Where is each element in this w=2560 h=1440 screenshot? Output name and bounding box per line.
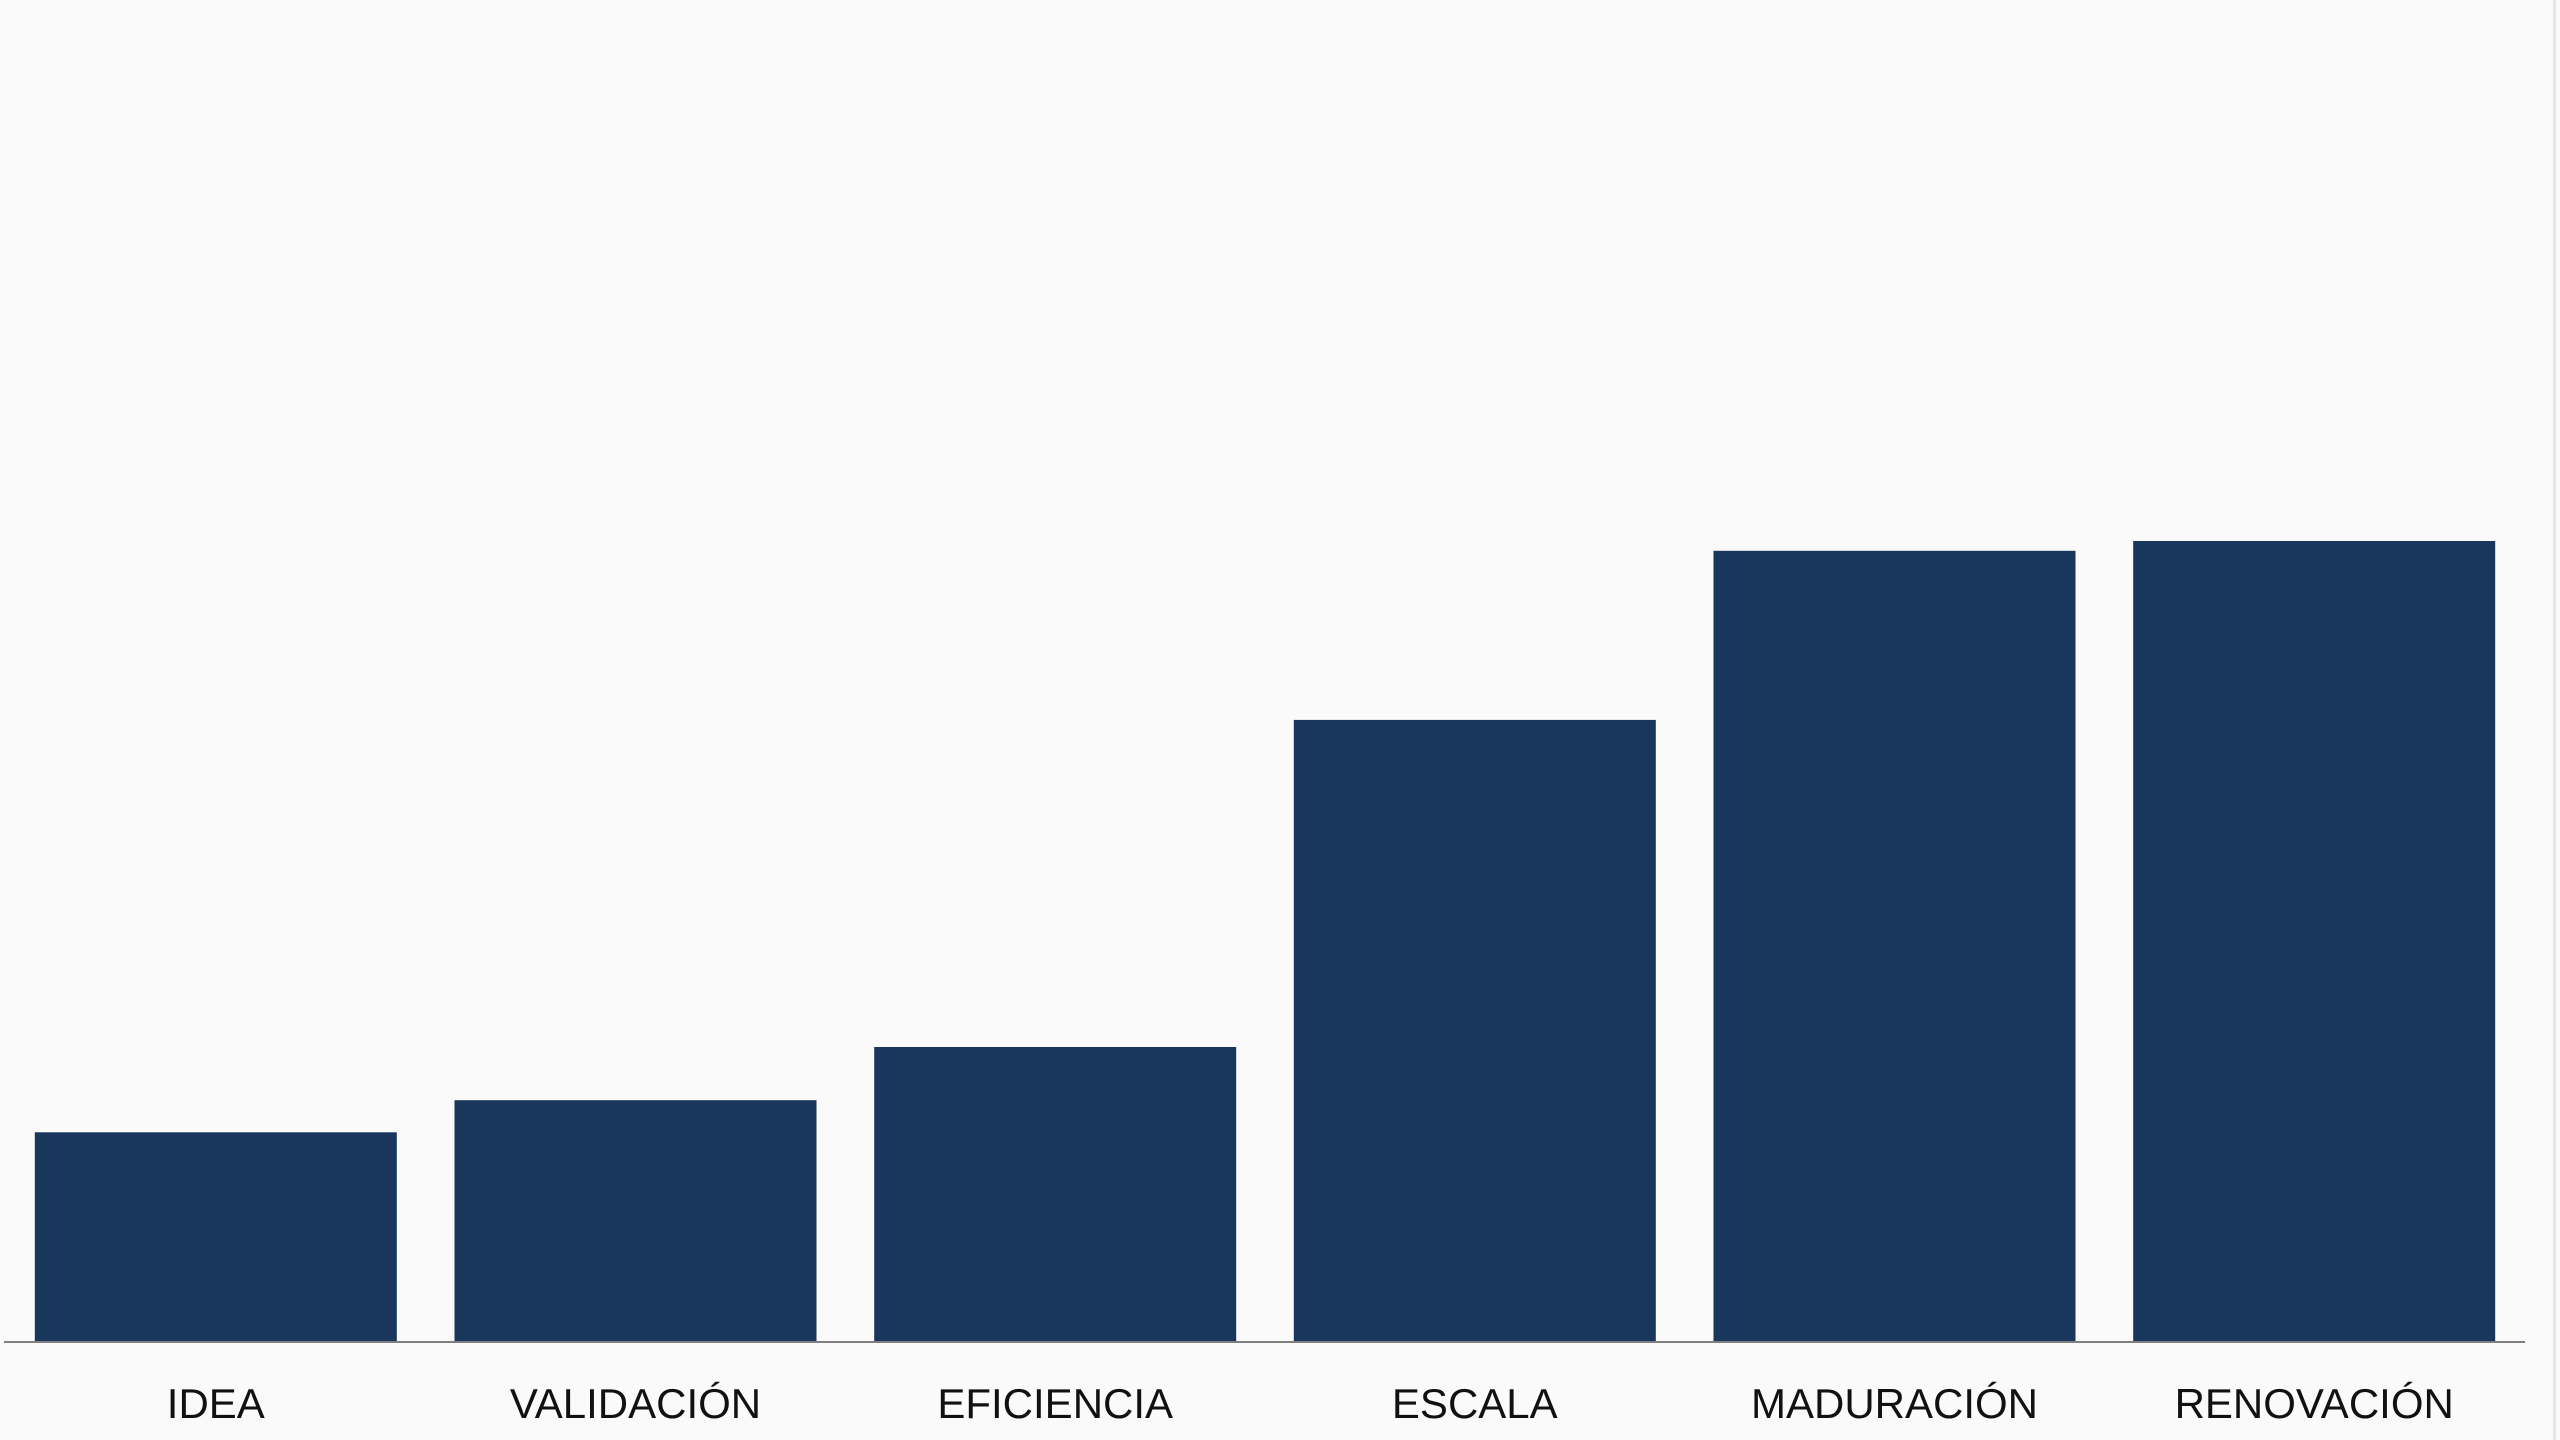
x-tick-label: EFICIENCIA: [937, 1380, 1173, 1427]
x-tick-label: RENOVACIÓN: [2175, 1380, 2454, 1427]
x-tick-labels: IDEA VALIDACIÓN EFICIENCIA ESCALA MADURACIÓN…: [167, 1380, 2454, 1427]
bar-idea: [34, 1132, 397, 1342]
x-tick-label: IDEA: [167, 1380, 265, 1427]
x-tick-label: MADURACIÓN: [1751, 1380, 2038, 1427]
bar-maduración: [1713, 550, 2076, 1342]
bar-eficiencia: [874, 1047, 1237, 1342]
bar-escala: [1293, 719, 1656, 1342]
bar-validación: [454, 1100, 817, 1342]
bars-group: [34, 541, 2496, 1342]
chart-right-border: [2553, 0, 2556, 1440]
x-tick-label: ESCALA: [1392, 1380, 1558, 1427]
bar-renovación: [2133, 541, 2496, 1342]
x-tick-label: VALIDACIÓN: [510, 1380, 761, 1427]
